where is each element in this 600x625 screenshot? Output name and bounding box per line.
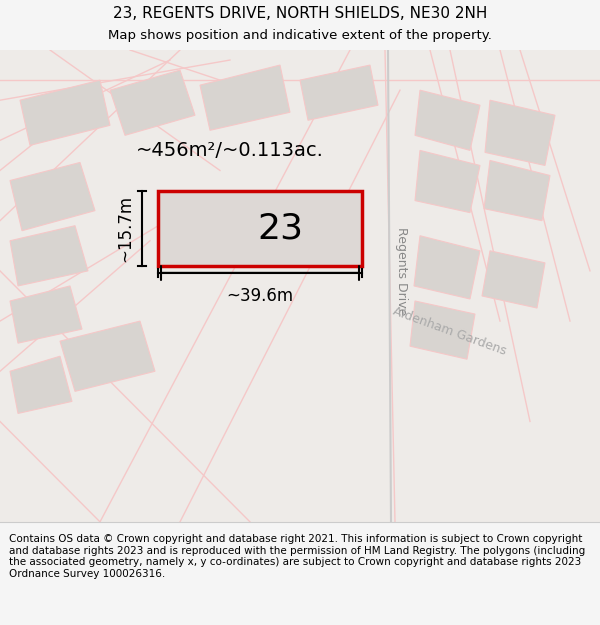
Polygon shape [200, 65, 290, 131]
Polygon shape [415, 151, 480, 213]
Text: Contains OS data © Crown copyright and database right 2021. This information is : Contains OS data © Crown copyright and d… [9, 534, 585, 579]
Text: 23: 23 [257, 211, 303, 245]
Text: ~15.7m: ~15.7m [116, 194, 134, 262]
Text: Map shows position and indicative extent of the property.: Map shows position and indicative extent… [108, 29, 492, 42]
Polygon shape [482, 251, 545, 308]
Polygon shape [410, 301, 475, 359]
Text: ~39.6m: ~39.6m [226, 287, 293, 305]
Polygon shape [10, 162, 95, 231]
Polygon shape [10, 356, 72, 414]
Polygon shape [415, 90, 480, 151]
Polygon shape [10, 226, 88, 286]
Text: 23, REGENTS DRIVE, NORTH SHIELDS, NE30 2NH: 23, REGENTS DRIVE, NORTH SHIELDS, NE30 2… [113, 6, 487, 21]
Polygon shape [60, 321, 155, 391]
Text: Aldenham Gardens: Aldenham Gardens [391, 304, 509, 358]
Polygon shape [300, 65, 378, 120]
Polygon shape [414, 236, 480, 299]
Polygon shape [110, 70, 195, 136]
Text: ~456m²/~0.113ac.: ~456m²/~0.113ac. [136, 141, 324, 160]
Polygon shape [20, 80, 110, 146]
Polygon shape [485, 100, 555, 166]
Bar [158, 191, 362, 266]
Polygon shape [10, 286, 82, 343]
Text: Regents Drive: Regents Drive [395, 227, 408, 315]
Polygon shape [484, 161, 550, 221]
